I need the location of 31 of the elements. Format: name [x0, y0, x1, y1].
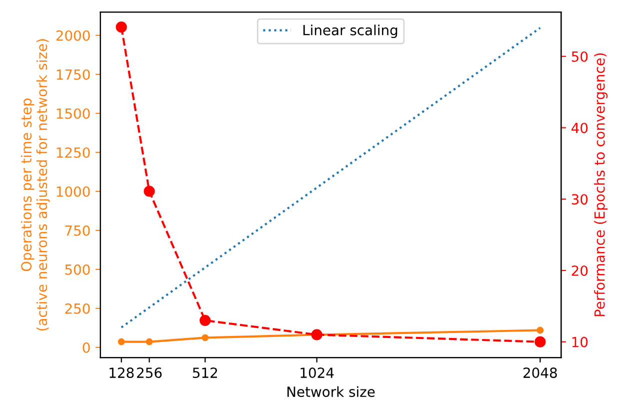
y2-tick-label: 40: [572, 122, 588, 134]
legend-label: Linear scaling: [303, 24, 398, 38]
point: [202, 334, 209, 342]
y-axis-title: Operations per time step (active neurons adjusted for network size): [20, 39, 50, 330]
y2-tick-label: 50: [572, 51, 588, 62]
point: [116, 22, 127, 33]
x-tick-label: 1024: [300, 368, 334, 378]
point: [536, 326, 544, 334]
point: [534, 336, 546, 348]
y2-tick-label: 10: [572, 336, 588, 348]
y2-axis-title: Performance (Epochs to convergence): [594, 53, 608, 316]
point: [144, 186, 155, 197]
point: [118, 338, 125, 346]
x-tick-label: 256: [137, 368, 162, 378]
y-tick-label: 750: [65, 225, 90, 236]
point: [200, 314, 211, 326]
x-tick-label: 2048: [524, 368, 557, 378]
x-axis-title: Network size: [287, 386, 375, 398]
y2-tick-label: 20: [572, 265, 588, 276]
y-tick-label: 1000: [56, 186, 90, 197]
y-tick-label: 1250: [56, 147, 90, 158]
x-tick-label: 128: [110, 368, 134, 378]
y-tick-label: 500: [65, 264, 90, 275]
x-tick-label: 512: [192, 368, 217, 378]
y-tick-label: 1500: [56, 108, 90, 119]
point: [146, 338, 153, 346]
y-tick-label: 0: [82, 342, 90, 353]
y-tick-label: 2000: [56, 30, 90, 41]
y-tick-label: 250: [65, 303, 90, 314]
y2-tick-label: 30: [572, 194, 588, 205]
y-tick-label: 1750: [56, 69, 90, 80]
